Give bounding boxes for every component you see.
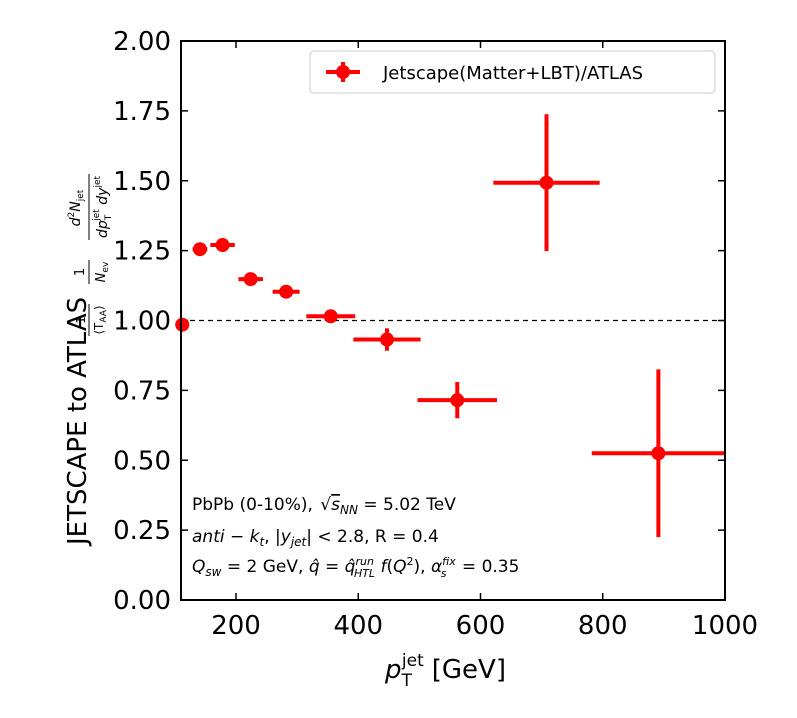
- y-tick-label: 1.25: [113, 237, 171, 267]
- y-axis-title-main: JETSCAPE to ATLAS: [63, 297, 93, 547]
- y-tick-label: 2.00: [113, 27, 171, 57]
- point-marker: [192, 242, 207, 257]
- svg-text:1: 1: [73, 268, 88, 276]
- data-point: [353, 328, 421, 351]
- y-tick-label: 0.00: [113, 586, 171, 616]
- data-point: [210, 238, 235, 253]
- point-marker: [175, 317, 190, 332]
- x-tick-label: 200: [211, 611, 261, 641]
- legend-marker: [336, 65, 350, 79]
- x-axis-title: pTjet [GeV]: [384, 651, 506, 691]
- point-marker: [243, 272, 258, 287]
- svg-text:1: 1: [74, 316, 88, 324]
- annotation-jet-algo: anti − kt, |yjet| < 2.8, R = 0.4: [192, 527, 439, 549]
- point-marker: [279, 284, 294, 299]
- point-marker: [450, 393, 465, 408]
- data-point: [272, 284, 300, 299]
- data-point: [238, 272, 263, 287]
- data-point: [175, 317, 190, 332]
- point-marker: [651, 446, 666, 461]
- data-point: [591, 369, 725, 538]
- y-tick-label: 1.00: [113, 307, 171, 337]
- y-tick-label: 0.50: [113, 446, 171, 476]
- y-tick-label: 0.75: [113, 376, 171, 406]
- x-tick-label: 1000: [692, 611, 758, 641]
- axis-ticks: 200 400 600 800 1000 0.00 0.25 0.50 0.75 1.00 1.25…: [113, 27, 758, 641]
- data-point: [306, 309, 356, 324]
- point-marker: [539, 175, 554, 190]
- annotation-collision: PbPb (0-10%), √sNN = 5.02 TeV: [192, 495, 456, 517]
- y-axis-title: JETSCAPE to ATLAS 1 ⟨TAA⟩ 1 Nev d2Njet d…: [63, 174, 114, 547]
- point-marker: [323, 309, 338, 324]
- svg-text:d2Njet: d2Njet: [67, 189, 86, 226]
- y-tick-label: 0.25: [113, 516, 171, 546]
- y-tick-label: 1.75: [113, 97, 171, 127]
- y-tick-label: 1.50: [113, 167, 171, 197]
- point-marker: [379, 332, 394, 347]
- legend: Jetscape(Matter+LBT)/ATLAS: [309, 50, 716, 94]
- plot-frame: [180, 40, 726, 601]
- legend-box: [309, 50, 716, 94]
- svg-text:Nev: Nev: [94, 261, 111, 282]
- data-points: [175, 114, 725, 538]
- x-tick-label: 400: [333, 611, 383, 641]
- data-point: [192, 242, 208, 257]
- legend-label: Jetscape(Matter+LBT)/ATLAS: [382, 63, 643, 84]
- x-tick-label: 800: [578, 611, 628, 641]
- annotation-params: Qsw = 2 GeV, q̂ = q̂run HTL f(Q2), αfix s …: [192, 555, 519, 580]
- data-point: [493, 114, 600, 252]
- svg-text:dpTjet dyjet: dpTjet dyjet: [92, 176, 114, 239]
- x-tick-label: 600: [456, 611, 506, 641]
- annotations: PbPb (0-10%), √sNN = 5.02 TeV anti − kt,…: [192, 495, 519, 580]
- data-point: [417, 381, 498, 419]
- point-marker: [215, 238, 230, 253]
- svg-text:⟨TAA⟩: ⟨TAA⟩: [92, 305, 109, 334]
